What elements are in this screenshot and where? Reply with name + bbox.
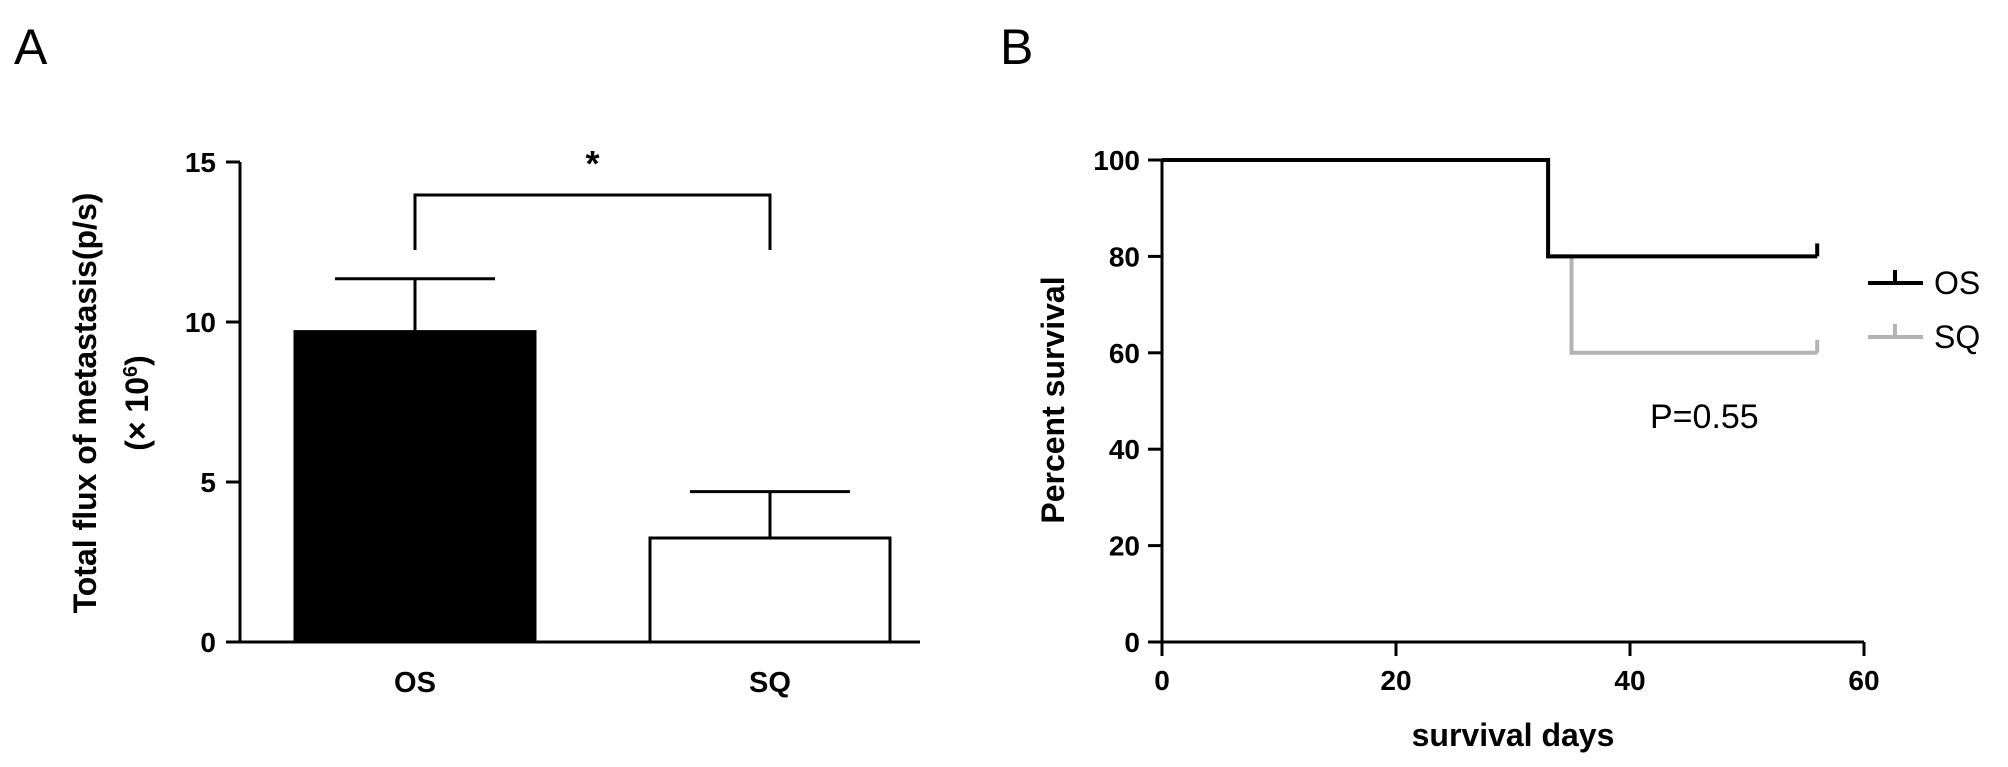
b-y-tick-label: 60 [1109,338,1140,369]
b-y-tick-label: 0 [1124,627,1140,658]
a-bar-sq [648,536,892,644]
a-y-tick-label: 0 [200,627,216,658]
survival-chart-b: 0 20 40 60 80 100 0 20 40 60 OS SQ P=0.55 survival da… [1035,145,1980,753]
bar-chart-a: 0 5 10 15 OS SQ * Total flux of metastasis(p/s)… [67,143,920,699]
b-y-tick-label: 100 [1093,145,1140,176]
b-series-line-os [1162,158,1818,259]
a-y-axis-title: Total flux of metastasis(p/s) (× 106) [67,193,155,614]
b-y-tick-label: 80 [1109,241,1140,272]
b-p-value-annotation: P=0.55 [1650,398,1759,436]
b-y-tick-label: 20 [1109,531,1140,562]
panel-label-b: B [1000,19,1033,75]
a-category-label: SQ [749,667,791,699]
a-category-label: OS [394,667,436,699]
a-bar-os [293,330,537,644]
panel-label-a: A [14,19,48,75]
b-x-axis-title: survival days [1412,717,1615,753]
b-x-tick-label: 20 [1380,665,1411,696]
a-y-axis-title-line1: Total flux of metastasis(p/s) [67,193,103,614]
a-y-axis-title-line2: (× 10 [119,377,155,451]
b-y-axis-title: Percent survival [1035,276,1071,523]
b-x-tick-label: 60 [1848,665,1879,696]
b-legend-label-os: OS [1934,265,1980,301]
a-significance-bracket [413,193,772,250]
a-y-tick-label: 15 [185,147,216,178]
a-y-axis-title-exponent: 6 [120,366,142,377]
b-x-tick-label: 40 [1614,665,1645,696]
b-y-tick-label: 40 [1109,434,1140,465]
a-y-axis-title-suffix: ) [119,355,155,366]
a-significance-marker: * [585,143,599,184]
a-y-tick-label: 5 [200,467,216,498]
b-legend-label-sq: SQ [1934,319,1980,355]
a-y-tick-label: 10 [185,307,216,338]
b-x-tick-label: 0 [1154,665,1170,696]
